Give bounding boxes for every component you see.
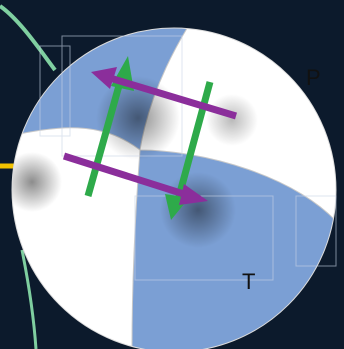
purple-arrow-upper — [108, 74, 238, 120]
green-arrow-left — [84, 74, 126, 197]
p-axis-label: P — [306, 65, 321, 90]
road-line — [20, 249, 38, 349]
green-arrows — [84, 56, 214, 220]
purple-arrow-upper-head — [91, 67, 117, 89]
purple-arrow-lower-head — [179, 184, 208, 205]
purple-arrows — [62, 67, 238, 205]
grid-boxes — [39, 35, 337, 281]
purple-arrow-lower — [62, 152, 192, 200]
green-arrow-right — [174, 81, 214, 201]
t-axis-label: T — [242, 269, 256, 294]
beachball-outline — [11, 27, 337, 349]
road-line — [0, 4, 57, 72]
